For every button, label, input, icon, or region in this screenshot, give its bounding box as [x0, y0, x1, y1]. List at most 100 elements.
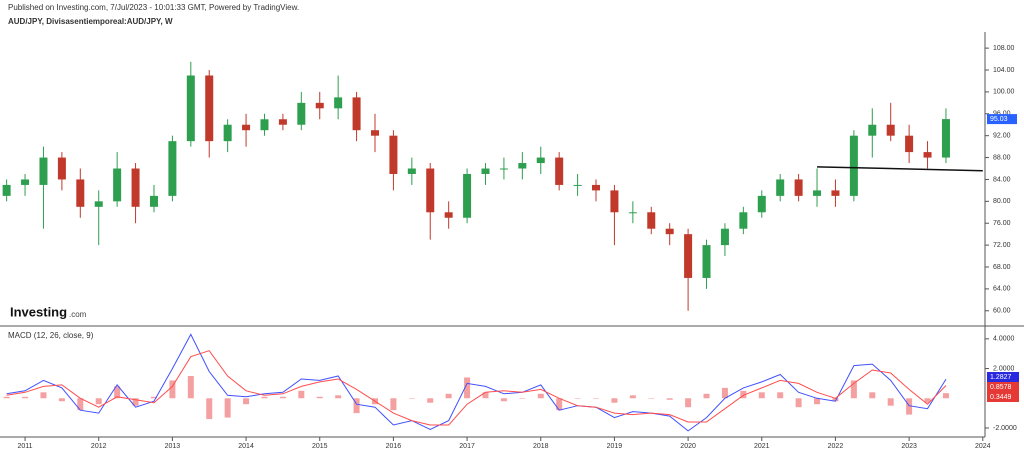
histogram-bar — [629, 395, 636, 399]
candle-body — [665, 228, 674, 235]
y-tick-label: 76.00 — [993, 220, 1011, 227]
histogram-bar — [519, 398, 526, 399]
histogram-bar — [814, 398, 821, 405]
x-tick-label: 2019 — [607, 443, 623, 450]
histogram-bar — [187, 375, 194, 399]
candle-body — [684, 234, 693, 278]
candle-body — [555, 157, 564, 185]
x-tick-label: 2016 — [386, 443, 402, 450]
candle-body — [370, 130, 379, 136]
candle-body — [905, 135, 914, 153]
histogram-bar — [445, 393, 452, 399]
published-line: Published on Investing.com, 7/Jul/2023 -… — [8, 3, 299, 12]
candle-body — [886, 124, 895, 136]
y-tick-label: 72.00 — [993, 242, 1011, 249]
histogram-bar — [537, 393, 544, 399]
candle-body — [297, 102, 306, 125]
histogram-bar — [924, 398, 931, 403]
x-tick-label: 2015 — [312, 443, 328, 450]
value-label-box — [987, 372, 1019, 382]
histogram-bar — [279, 396, 286, 399]
histogram-bar — [169, 380, 176, 399]
histogram-bar — [795, 398, 802, 408]
histogram-bar — [114, 386, 121, 399]
histogram-bar — [721, 387, 728, 399]
histogram-bar — [887, 398, 894, 406]
horizontal-line — [817, 166, 983, 172]
x-tick-label: 2011 — [18, 443, 33, 450]
candle-body — [610, 190, 619, 213]
candle-body — [242, 124, 251, 131]
candle-body — [813, 190, 822, 196]
candle-body — [426, 168, 435, 213]
candle-body — [794, 179, 803, 196]
symbol-title: AUD/JPY, Divisasentiemporeal:AUD/JPY, W — [8, 17, 173, 26]
histogram-bar — [758, 392, 765, 399]
x-tick-label: 2020 — [680, 443, 696, 450]
price-label: 95.03 — [990, 116, 1008, 123]
y-tick-label: 64.00 — [993, 286, 1011, 293]
candle-body — [407, 168, 416, 174]
y-tick-label: -2.0000 — [993, 425, 1017, 432]
histogram-bar — [464, 377, 471, 399]
y-tick-label: 60.00 — [993, 308, 1011, 315]
candle-body — [481, 168, 490, 174]
histogram-bar — [298, 390, 305, 399]
x-tick-label: 2022 — [828, 443, 844, 450]
candle-body — [352, 97, 361, 131]
histogram-bar — [500, 398, 507, 402]
histogram-bar — [427, 398, 434, 403]
histogram-bar — [95, 398, 102, 405]
histogram-bar — [22, 396, 29, 399]
price-label-box — [987, 114, 1017, 125]
candle-body — [76, 179, 85, 207]
candle-body — [131, 168, 140, 207]
x-tick-label: 2021 — [754, 443, 770, 450]
candle-body — [868, 124, 877, 136]
histogram-bar — [942, 393, 949, 399]
candle-body — [57, 157, 66, 180]
x-tick-label: 2018 — [533, 443, 549, 450]
candle-body — [389, 135, 398, 174]
y-tick-label: 2.0000 — [993, 365, 1015, 372]
candle-body — [739, 212, 748, 229]
macd-line — [6, 350, 947, 426]
histogram-bar — [906, 398, 913, 415]
value-label: 1.2827 — [990, 374, 1012, 381]
x-tick-label: 2017 — [459, 443, 475, 450]
histogram-bar — [224, 398, 231, 418]
y-tick-label: 4.0000 — [993, 336, 1015, 343]
y-tick-label: 92.00 — [993, 133, 1011, 140]
y-tick-label: 68.00 — [993, 264, 1011, 271]
histogram-bar — [353, 398, 360, 414]
candle-body — [94, 201, 103, 207]
candle-body — [831, 190, 840, 196]
histogram-bar — [206, 398, 213, 420]
candle-body — [39, 157, 48, 185]
histogram-bar — [482, 392, 489, 399]
candle-body — [757, 195, 766, 213]
macd-title: MACD (12, 26, close, 9) — [8, 331, 94, 340]
y-tick-label: 84.00 — [993, 176, 1011, 183]
y-tick-label: 104.00 — [993, 67, 1015, 74]
value-label-box — [987, 382, 1019, 392]
histogram-bar — [832, 398, 839, 402]
histogram-bar — [150, 396, 157, 399]
candle-body — [444, 212, 453, 218]
candle-body — [278, 119, 287, 125]
histogram-bar — [593, 398, 600, 399]
candle-body — [205, 75, 214, 142]
x-tick-label: 2024 — [975, 443, 991, 450]
macd-line — [6, 333, 947, 432]
candle-body — [149, 195, 158, 207]
candle-body — [628, 212, 637, 214]
candle-body — [334, 97, 343, 109]
logo: Investing — [10, 304, 67, 319]
y-tick-label: 108.00 — [993, 45, 1015, 52]
histogram-bar — [390, 398, 397, 411]
histogram-bar — [261, 396, 268, 399]
histogram-bar — [740, 390, 747, 399]
histogram-bar — [611, 398, 618, 403]
candle-body — [463, 173, 472, 218]
candle-body — [21, 179, 30, 185]
